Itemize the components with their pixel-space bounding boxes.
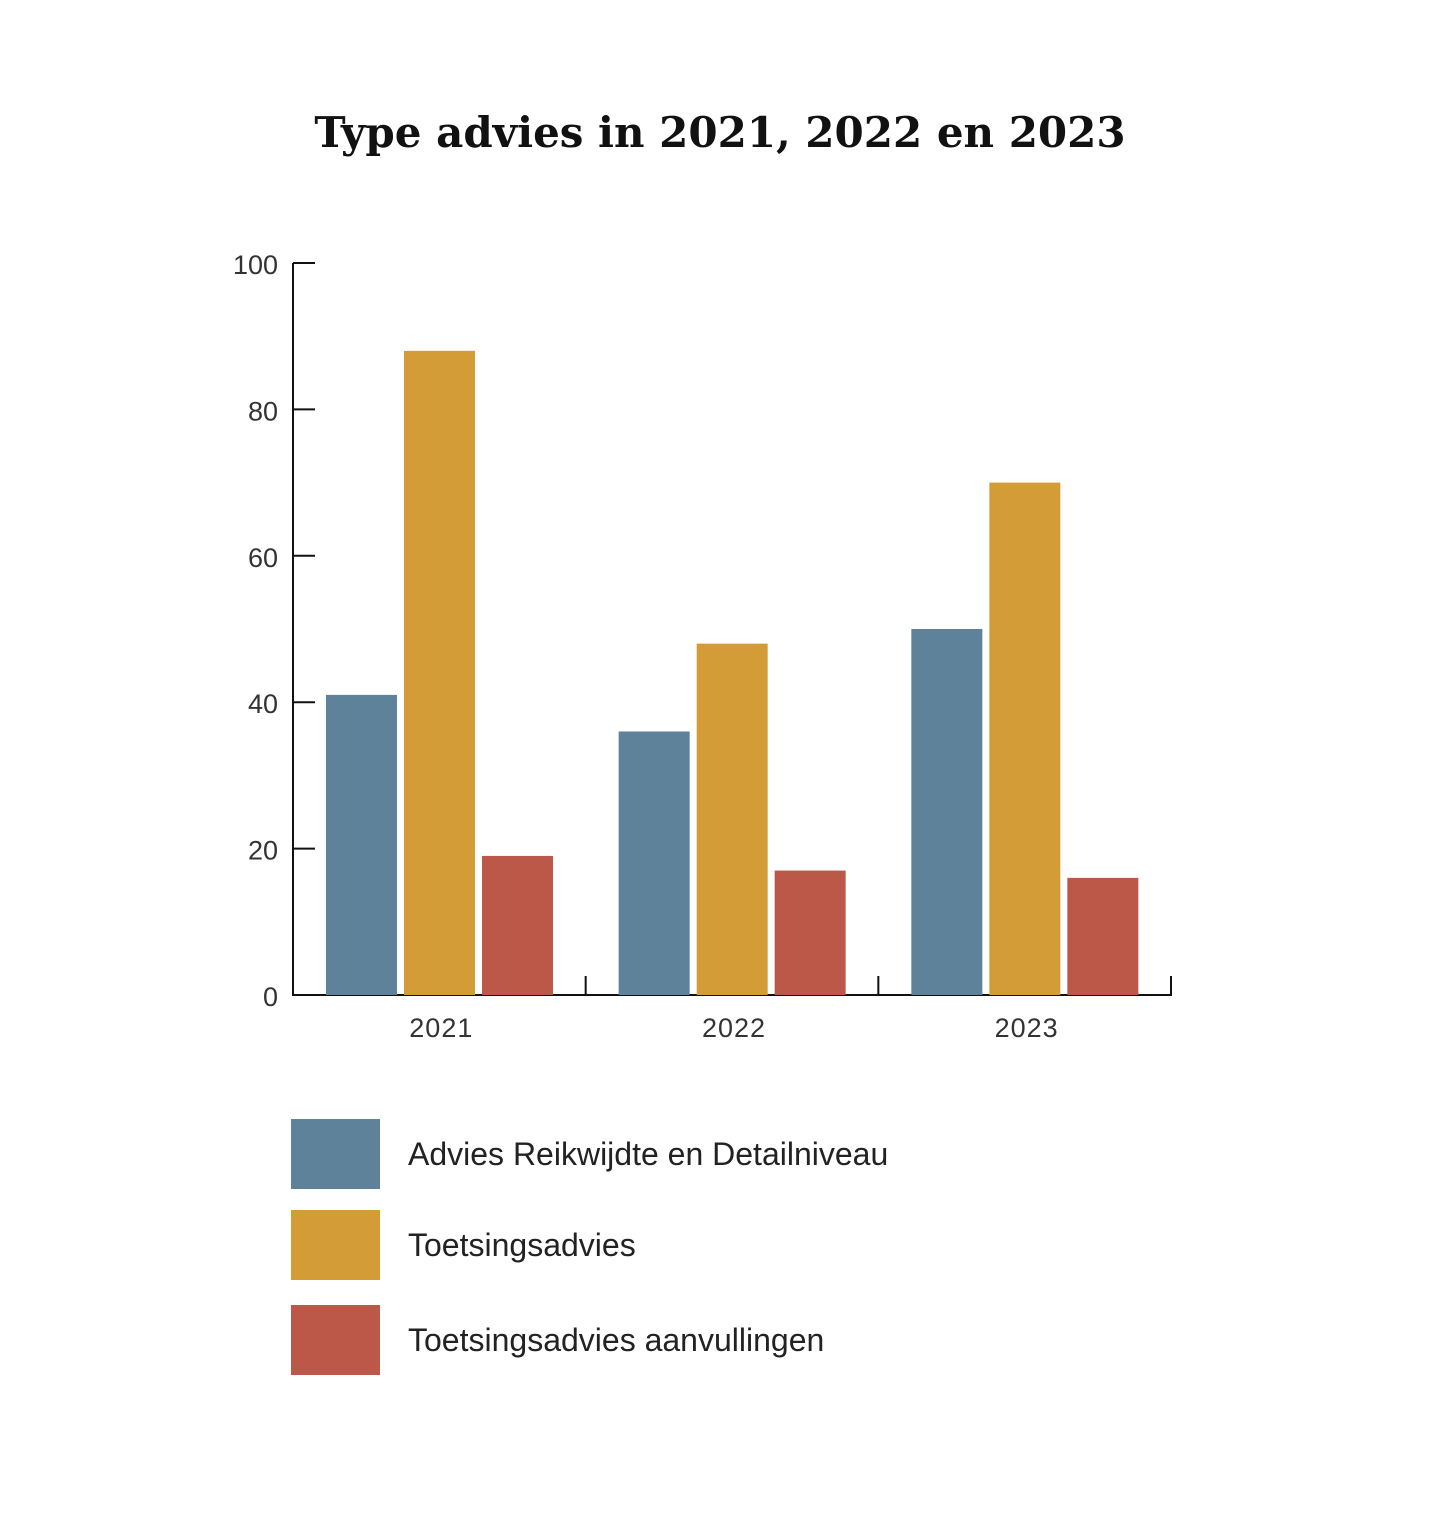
bar-2021-1: [404, 350, 475, 996]
y-tick-label: 60: [248, 543, 278, 573]
bar-2022-2: [774, 870, 846, 995]
legend-label: Toetsingsadvies aanvullingen: [408, 1321, 825, 1358]
bar-chart: 0 20 40 60 80 100 2021 2022 2023: [233, 250, 1172, 1043]
legend-item: Toetsingsadvies: [291, 1210, 636, 1280]
legend-swatch: [291, 1210, 380, 1280]
y-tick-label: 0: [263, 982, 278, 1012]
legend-item: Advies Reikwijdte en Detailniveau: [291, 1119, 888, 1189]
bar-2023-1: [989, 482, 1061, 996]
chart-title: Type advies in 2021, 2022 en 2023: [314, 108, 1126, 157]
bar-2022-0: [618, 731, 690, 995]
legend-swatch: [291, 1119, 380, 1189]
bar-2021-2: [482, 855, 553, 995]
y-tick-label: 40: [248, 689, 278, 719]
y-tick-label: 20: [248, 836, 278, 866]
bar-2023-2: [1067, 877, 1139, 995]
legend-swatch: [291, 1305, 380, 1375]
x-tick-label: 2023: [995, 1013, 1059, 1043]
x-tick-label: 2022: [702, 1013, 766, 1043]
bar-2022-1: [696, 643, 768, 995]
legend-label: Advies Reikwijdte en Detailniveau: [408, 1135, 889, 1172]
y-tick-label: 80: [248, 396, 278, 426]
x-tick-label: 2021: [409, 1013, 473, 1043]
y-tick-label: 100: [233, 250, 278, 280]
legend-label: Toetsingsadvies: [408, 1226, 636, 1263]
bar-2021-0: [326, 694, 397, 995]
legend-item: Toetsingsadvies aanvullingen: [291, 1305, 824, 1375]
bar-2023-0: [911, 629, 983, 995]
